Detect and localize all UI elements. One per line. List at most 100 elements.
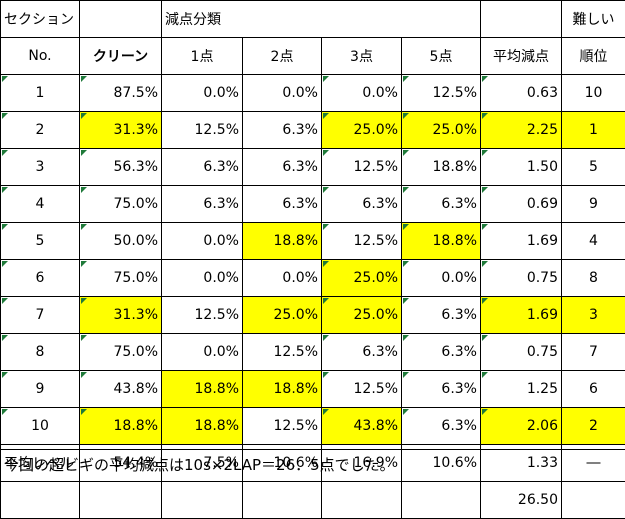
cell-clean[interactable]: 75.0% (80, 260, 162, 297)
cell-clean[interactable]: 18.8% (80, 408, 162, 445)
header-5pt[interactable]: 5点 (402, 38, 481, 75)
cell-avg[interactable]: 0.63 (481, 75, 562, 112)
cell-avg[interactable]: 0.75 (481, 334, 562, 371)
cell-no[interactable]: 4 (1, 186, 80, 223)
cell-no[interactable]: 7 (1, 297, 80, 334)
cell-p3[interactable]: 12.5% (322, 149, 402, 186)
cell-p5[interactable]: 25.0% (402, 112, 481, 149)
cell-clean[interactable]: 31.3% (80, 297, 162, 334)
cell-p1[interactable]: 6.3% (162, 149, 243, 186)
cell-rank[interactable]: 5 (562, 149, 625, 186)
cell-p1[interactable]: 12.5% (162, 112, 243, 149)
total-cell[interactable]: 26.50 (481, 482, 562, 519)
cell-no[interactable]: 8 (1, 334, 80, 371)
cell-clean[interactable]: 31.3% (80, 112, 162, 149)
cell-p5[interactable]: 6.3% (402, 371, 481, 408)
cell-p3[interactable]: 43.8% (322, 408, 402, 445)
cell-p5[interactable]: 6.3% (402, 334, 481, 371)
cell-p1[interactable]: 12.5% (162, 297, 243, 334)
cell-p3[interactable]: 12.5% (322, 371, 402, 408)
cell-p2[interactable]: 18.8% (243, 371, 322, 408)
cell-p5[interactable]: 12.5% (402, 75, 481, 112)
cell-p3[interactable]: 25.0% (322, 260, 402, 297)
cell-rank[interactable]: 8 (562, 260, 625, 297)
cell-rank[interactable]: 7 (562, 334, 625, 371)
cell-p1[interactable]: 0.0% (162, 223, 243, 260)
cell-no[interactable]: 2 (1, 112, 80, 149)
avg-5pt[interactable]: 10.6% (402, 445, 481, 482)
cell-avg[interactable]: 1.69 (481, 223, 562, 260)
header-clean[interactable]: クリーン (80, 38, 162, 75)
header-1pt[interactable]: 1点 (162, 38, 243, 75)
cell-p3[interactable]: 6.3% (322, 334, 402, 371)
header-avg[interactable]: 平均減点 (481, 38, 562, 75)
cell-clean[interactable]: 43.8% (80, 371, 162, 408)
cell-no[interactable]: 10 (1, 408, 80, 445)
cell-p5[interactable]: 18.8% (402, 223, 481, 260)
cell-p3[interactable]: 12.5% (322, 223, 402, 260)
cell-avg[interactable]: 0.69 (481, 186, 562, 223)
cell-clean[interactable]: 56.3% (80, 149, 162, 186)
cell-avg[interactable]: 2.06 (481, 408, 562, 445)
header-category[interactable]: 減点分類 (162, 1, 481, 38)
cell-avg[interactable]: 1.69 (481, 297, 562, 334)
cell-p5[interactable]: 6.3% (402, 297, 481, 334)
cell-avg[interactable]: 2.25 (481, 112, 562, 149)
cell-rank[interactable]: 6 (562, 371, 625, 408)
cell-rank[interactable]: 1 (562, 112, 625, 149)
cell-rank[interactable]: 10 (562, 75, 625, 112)
header-2pt[interactable]: 2点 (243, 38, 322, 75)
cell-p2[interactable]: 12.5% (243, 334, 322, 371)
header-difficulty[interactable]: 難しい (562, 1, 625, 38)
cell-p1[interactable]: 6.3% (162, 186, 243, 223)
cell-p2[interactable]: 0.0% (243, 260, 322, 297)
cell-p3[interactable]: 25.0% (322, 297, 402, 334)
cell-p1[interactable]: 0.0% (162, 75, 243, 112)
cell-no[interactable]: 9 (1, 371, 80, 408)
cell-rank[interactable]: 2 (562, 408, 625, 445)
cell-rank[interactable]: 3 (562, 297, 625, 334)
cell-p3[interactable]: 0.0% (322, 75, 402, 112)
header-rank[interactable]: 順位 (562, 38, 625, 75)
avg-avg[interactable]: 1.33 (481, 445, 562, 482)
cell-rank[interactable]: 4 (562, 223, 625, 260)
cell-clean[interactable]: 87.5% (80, 75, 162, 112)
header-section[interactable]: セクション (1, 1, 80, 38)
cell-rank[interactable]: 9 (562, 186, 625, 223)
cell-p2[interactable]: 6.3% (243, 112, 322, 149)
cell-p3[interactable]: 6.3% (322, 186, 402, 223)
cell-clean[interactable]: 75.0% (80, 186, 162, 223)
cell-p5[interactable]: 18.8% (402, 149, 481, 186)
cell-clean[interactable]: 50.0% (80, 223, 162, 260)
cell-p3[interactable]: 25.0% (322, 112, 402, 149)
cell-no[interactable]: 3 (1, 149, 80, 186)
cell-p1[interactable]: 18.8% (162, 371, 243, 408)
cell-no[interactable]: 1 (1, 75, 80, 112)
cell-clean[interactable]: 75.0% (80, 334, 162, 371)
header-no[interactable]: No. (1, 38, 80, 75)
divider (0, 449, 625, 450)
cell-p2[interactable]: 18.8% (243, 223, 322, 260)
cell-avg[interactable]: 1.50 (481, 149, 562, 186)
cell-p5[interactable]: 6.3% (402, 408, 481, 445)
cell-p5[interactable]: 0.0% (402, 260, 481, 297)
cell-p2[interactable]: 6.3% (243, 149, 322, 186)
cell-no[interactable]: 5 (1, 223, 80, 260)
cell-p1[interactable]: 0.0% (162, 334, 243, 371)
cell-avg[interactable]: 1.25 (481, 371, 562, 408)
cell-p2[interactable]: 6.3% (243, 186, 322, 223)
cell-p2[interactable]: 0.0% (243, 75, 322, 112)
cell-no[interactable]: 6 (1, 260, 80, 297)
cell-p1[interactable]: 18.8% (162, 408, 243, 445)
cell-avg[interactable]: 0.75 (481, 260, 562, 297)
cell-p2[interactable]: 25.0% (243, 297, 322, 334)
cell-p2[interactable]: 12.5% (243, 408, 322, 445)
cell-p5[interactable]: 6.3% (402, 186, 481, 223)
footnote[interactable]: 今回の超ビギの平均減点は10s×2LAP＝26．5点でした。 (4, 454, 395, 475)
header-3pt[interactable]: 3点 (322, 38, 402, 75)
cell-p1[interactable]: 0.0% (162, 260, 243, 297)
avg-rank[interactable]: ― (562, 445, 625, 482)
